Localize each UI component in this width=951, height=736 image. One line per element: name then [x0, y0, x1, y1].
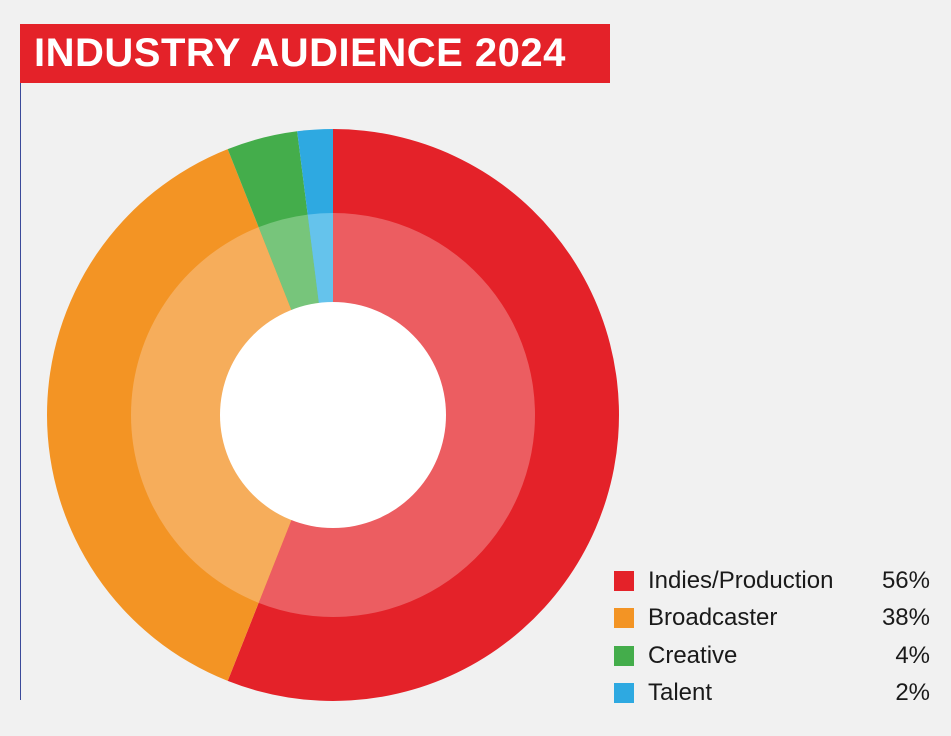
donut-center-hole — [220, 302, 446, 528]
legend-item-talent: Talent 2% — [614, 675, 930, 713]
legend-label: Creative — [648, 641, 738, 669]
left-border-line — [20, 24, 21, 700]
legend-value: 56% — [881, 566, 930, 594]
chart-legend: Indies/Production 56% Broadcaster 38% Cr… — [614, 562, 930, 712]
legend-value: 2% — [895, 679, 930, 707]
legend-item-creative: Creative 4% — [614, 637, 930, 675]
legend-label: Broadcaster — [648, 604, 778, 632]
chart-title: INDUSTRY AUDIENCE 2024 — [34, 31, 566, 75]
legend-item-indies-production: Indies/Production 56% — [614, 562, 930, 600]
chart-title-banner: INDUSTRY AUDIENCE 2024 — [20, 24, 610, 83]
legend-swatch — [614, 608, 634, 629]
legend-swatch — [614, 683, 634, 704]
legend-label: Talent — [648, 679, 713, 707]
legend-item-broadcaster: Broadcaster 38% — [614, 600, 930, 638]
legend-label: Indies/Production — [648, 566, 834, 594]
legend-value: 4% — [895, 641, 930, 669]
legend-value: 38% — [881, 604, 930, 632]
legend-swatch — [614, 645, 634, 666]
legend-swatch — [614, 570, 634, 591]
